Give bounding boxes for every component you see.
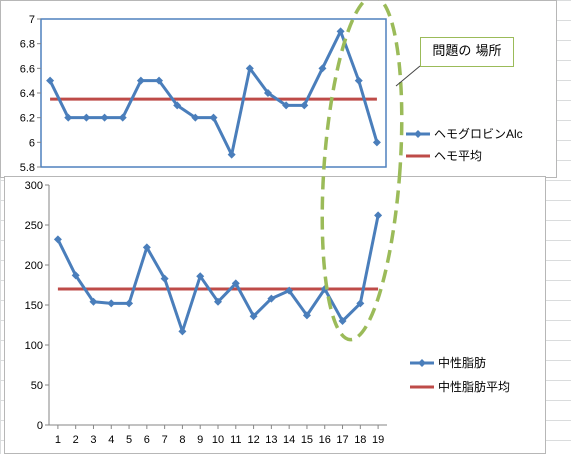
hemo-y-tick-label: 6.2 xyxy=(20,113,35,125)
hemo-y-tick-label: 5.8 xyxy=(20,162,35,174)
hemo-data-point xyxy=(372,138,381,147)
hemoglobin-chart[interactable]: 5.8 6 6.2 6.4 6.6 6.8 7 ヘモグロビンAlc ヘモ平均 xyxy=(0,0,557,178)
callout-text: 問題の 場所 xyxy=(432,44,502,59)
tg-data-point xyxy=(302,311,311,320)
tg-data-point xyxy=(142,243,151,252)
tg-x-tick-label: 17 xyxy=(336,434,348,446)
tg-data-point xyxy=(249,312,258,321)
tg-data-point xyxy=(374,211,383,220)
tg-data-point xyxy=(178,327,187,336)
tg-data-point xyxy=(71,271,80,280)
tg-series-line-0 xyxy=(56,215,380,333)
tg-data-point xyxy=(160,274,169,283)
tg-x-tick-label: 1 xyxy=(55,434,61,446)
tg-x-tick-label: 12 xyxy=(247,434,259,446)
tg-y-tick-label: 300 xyxy=(25,180,43,192)
tg-x-tick-label: 6 xyxy=(144,434,150,446)
hemo-data-point xyxy=(245,64,254,73)
hemo-data-point xyxy=(300,101,309,110)
tg-y-tick-label: 0 xyxy=(37,420,43,432)
hemo-legend-label-1: ヘモ平均 xyxy=(434,149,482,163)
tg-data-point xyxy=(285,286,294,295)
tg-y-tick-label: 150 xyxy=(25,300,43,312)
tg-data-point xyxy=(125,299,134,308)
hemo-y-tick-label: 6.8 xyxy=(20,39,35,51)
tg-x-tick-label: 14 xyxy=(283,434,295,446)
tg-y-tick-label: 100 xyxy=(25,340,43,352)
hemo-data-point xyxy=(227,150,236,159)
tg-x-tick-label: 11 xyxy=(230,434,241,446)
tg-data-point xyxy=(214,297,222,306)
tg-x-tick-label: 19 xyxy=(372,434,384,446)
tg-x-tick-label: 7 xyxy=(162,434,168,446)
tg-data-point xyxy=(231,279,240,288)
callout-problem-location[interactable]: 問題の 場所 xyxy=(420,37,514,67)
tg-data-point xyxy=(107,299,116,308)
hemo-data-point xyxy=(263,89,272,97)
hemo-data-point xyxy=(173,101,182,110)
tg-x-tick-label: 9 xyxy=(197,434,203,446)
hemo-y-tick-label: 6.6 xyxy=(20,63,35,75)
hemo-data-point xyxy=(64,113,73,122)
hemo-data-point xyxy=(82,113,91,122)
tg-x-tick-label: 2 xyxy=(73,434,79,446)
hemo-series-line-0 xyxy=(48,29,379,157)
hemoglobin-chart-svg: 5.8 6 6.2 6.4 6.6 6.8 7 ヘモグロビンAlc ヘモ平均 xyxy=(20,14,523,174)
hemo-data-point xyxy=(155,76,164,85)
hemo-data-point xyxy=(209,113,218,122)
tg-x-tick-label: 13 xyxy=(265,434,277,446)
tg-y-tick-label: 50 xyxy=(31,380,43,392)
tg-x-tick-label: 5 xyxy=(126,434,132,446)
hemo-data-point xyxy=(354,76,363,85)
tg-y-tick-label: 250 xyxy=(25,220,43,232)
hemo-data-point xyxy=(100,113,109,122)
tg-x-tick-label: 4 xyxy=(108,434,114,446)
hemo-data-point xyxy=(191,113,200,122)
hemo-legend-marker-0 xyxy=(414,130,422,138)
tg-legend-marker-0 xyxy=(418,359,426,367)
triglyceride-chart[interactable]: 0 50 100 150 200 250 300 1 2 3 4 5 6 7 8 9 10 11 12 13 14 15 1… xyxy=(4,176,546,454)
tg-x-tick-label: 18 xyxy=(354,434,366,446)
tg-x-tick-label: 3 xyxy=(90,434,96,446)
tg-x-tick-label: 10 xyxy=(212,434,224,446)
tg-data-point xyxy=(53,235,62,244)
tg-legend-label-0: 中性脂肪 xyxy=(438,355,486,370)
hemo-data-point xyxy=(136,76,145,85)
hemo-y-tick-label: 7 xyxy=(29,14,35,26)
hemo-y-tick-label: 6.4 xyxy=(20,88,35,100)
tg-data-point xyxy=(267,294,276,303)
tg-legend-label-1: 中性脂肪平均 xyxy=(438,379,510,394)
hemo-data-point xyxy=(46,76,55,85)
tg-data-point xyxy=(89,297,98,306)
tg-x-tick-label: 15 xyxy=(301,434,313,446)
hemo-y-tick-label: 6 xyxy=(29,137,35,149)
tg-y-tick-label: 200 xyxy=(25,260,43,272)
tg-x-tick-label: 8 xyxy=(179,434,185,446)
hemo-data-point xyxy=(282,101,291,110)
tg-x-tick-label: 16 xyxy=(319,434,331,446)
hemo-data-point xyxy=(118,113,127,122)
hemo-legend-label-0: ヘモグロビンAlc xyxy=(434,127,523,141)
tg-data-point xyxy=(196,272,205,281)
